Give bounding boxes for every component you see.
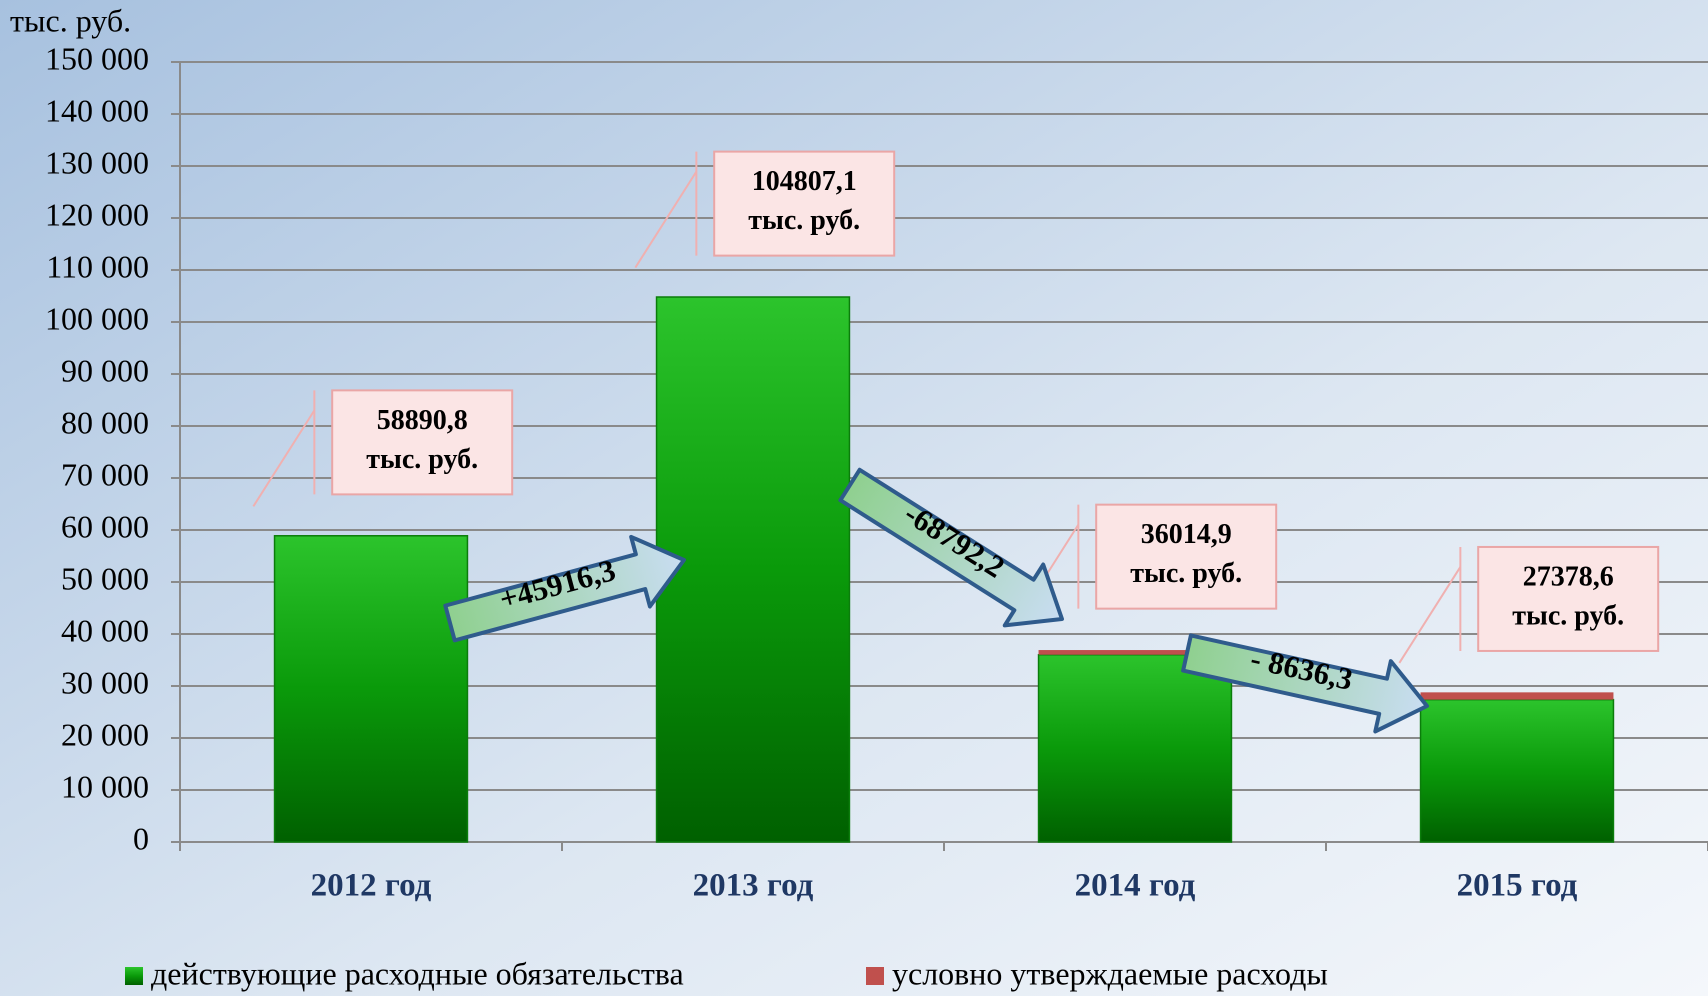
y-tick-label: 110 000: [46, 248, 149, 284]
y-tick-label: 100 000: [45, 300, 149, 336]
data-label: 36014,9: [1141, 519, 1232, 550]
data-label-unit: тыс. руб.: [1130, 558, 1242, 589]
data-label-box: [713, 150, 896, 257]
x-tick-label: 2013 год: [693, 868, 814, 904]
legend-label: действующие расходные обязательства: [151, 955, 684, 991]
bar-segment: [1037, 653, 1233, 843]
data-label: 104807,1: [752, 166, 857, 197]
legend-label: условно утверждаемые расходы: [892, 955, 1328, 991]
leader-line: [252, 409, 316, 507]
y-tick-label: 80 000: [61, 404, 149, 440]
leader-line: [1398, 566, 1462, 664]
bar-segment: [273, 535, 469, 843]
y-tick-label: 50 000: [61, 560, 149, 596]
legend-swatch: [866, 967, 884, 985]
y-tick-label: 30 000: [61, 664, 149, 700]
x-tick-label: 2014 год: [1075, 868, 1196, 904]
y-tick-label: 20 000: [61, 716, 149, 752]
arrow-shape: [838, 467, 1065, 628]
y-tick-label: 10 000: [61, 768, 149, 804]
data-label-box: [1477, 545, 1660, 652]
y-tick-label: 40 000: [61, 612, 149, 648]
y-tick-label: 130 000: [45, 144, 149, 180]
data-label-unit: тыс. руб.: [1512, 600, 1624, 631]
y-unit-label: тыс. руб.: [10, 2, 131, 38]
bar-segment: [655, 296, 851, 843]
y-tick-label: 90 000: [61, 352, 149, 388]
data-label-box: [1095, 503, 1278, 610]
x-tick-label: 2012 год: [311, 868, 432, 904]
y-tick-label: 70 000: [61, 456, 149, 492]
data-label-unit: тыс. руб.: [748, 205, 860, 236]
data-label-unit: тыс. руб.: [366, 444, 478, 475]
y-tick-label: 0: [133, 820, 149, 856]
leader-line: [634, 171, 698, 269]
bar-segment: [1419, 698, 1615, 843]
data-label-box: [331, 389, 514, 496]
y-tick-label: 140 000: [45, 92, 149, 128]
x-tick-label: 2015 год: [1457, 868, 1578, 904]
y-tick-label: 60 000: [61, 508, 149, 544]
bar-segment: [1420, 692, 1614, 700]
arrow-shape: [443, 534, 686, 643]
arrow-shape: [1181, 633, 1430, 734]
data-label: 58890,8: [377, 405, 468, 436]
data-label: 27378,6: [1523, 561, 1614, 592]
y-tick-label: 150 000: [45, 40, 149, 76]
legend-swatch: [125, 967, 143, 985]
y-tick-label: 120 000: [45, 196, 149, 232]
bar-segment: [1038, 650, 1232, 655]
